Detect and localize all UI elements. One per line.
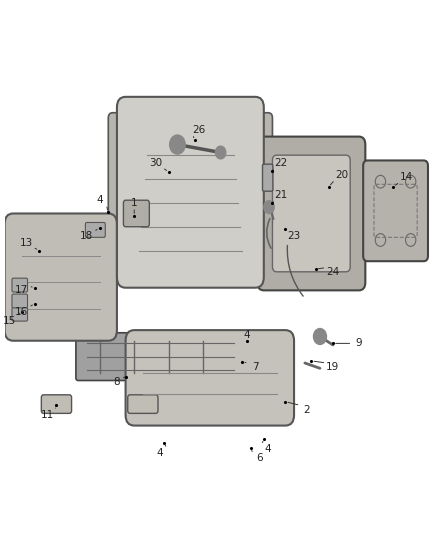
FancyBboxPatch shape bbox=[85, 222, 105, 237]
Text: 4: 4 bbox=[265, 445, 272, 455]
Text: 2: 2 bbox=[304, 405, 311, 415]
Text: 11: 11 bbox=[41, 410, 54, 420]
Text: 17: 17 bbox=[15, 285, 28, 295]
FancyBboxPatch shape bbox=[12, 278, 28, 292]
Text: 18: 18 bbox=[80, 231, 93, 241]
Text: 20: 20 bbox=[335, 171, 348, 180]
Text: 30: 30 bbox=[149, 158, 162, 168]
Text: 4: 4 bbox=[96, 195, 103, 205]
Text: 13: 13 bbox=[20, 238, 33, 248]
Text: 1: 1 bbox=[131, 198, 138, 208]
Text: 7: 7 bbox=[252, 362, 258, 372]
Text: 26: 26 bbox=[192, 125, 205, 135]
Text: 23: 23 bbox=[287, 231, 300, 241]
Text: 8: 8 bbox=[113, 377, 120, 387]
Text: 6: 6 bbox=[256, 454, 263, 463]
FancyBboxPatch shape bbox=[12, 294, 28, 308]
Text: 14: 14 bbox=[400, 172, 413, 182]
FancyBboxPatch shape bbox=[41, 395, 71, 414]
FancyBboxPatch shape bbox=[126, 330, 294, 425]
FancyBboxPatch shape bbox=[258, 136, 365, 290]
Text: 15: 15 bbox=[2, 316, 16, 326]
FancyBboxPatch shape bbox=[5, 214, 117, 341]
FancyBboxPatch shape bbox=[76, 333, 244, 381]
FancyBboxPatch shape bbox=[262, 164, 273, 191]
Text: 21: 21 bbox=[275, 190, 288, 200]
Circle shape bbox=[170, 135, 185, 154]
Text: 4: 4 bbox=[243, 330, 250, 341]
Text: 16: 16 bbox=[15, 306, 28, 317]
Circle shape bbox=[314, 328, 326, 344]
FancyBboxPatch shape bbox=[12, 308, 28, 321]
FancyBboxPatch shape bbox=[117, 97, 264, 288]
Text: 24: 24 bbox=[326, 267, 339, 277]
Circle shape bbox=[215, 146, 226, 159]
FancyBboxPatch shape bbox=[247, 113, 272, 272]
Text: 22: 22 bbox=[275, 158, 288, 168]
Text: 19: 19 bbox=[326, 362, 339, 372]
FancyBboxPatch shape bbox=[108, 113, 134, 272]
Text: 9: 9 bbox=[356, 338, 362, 349]
FancyBboxPatch shape bbox=[128, 395, 158, 414]
FancyBboxPatch shape bbox=[272, 155, 350, 272]
Circle shape bbox=[264, 201, 274, 214]
Text: 4: 4 bbox=[157, 448, 163, 458]
FancyBboxPatch shape bbox=[363, 160, 428, 261]
FancyBboxPatch shape bbox=[124, 200, 149, 227]
